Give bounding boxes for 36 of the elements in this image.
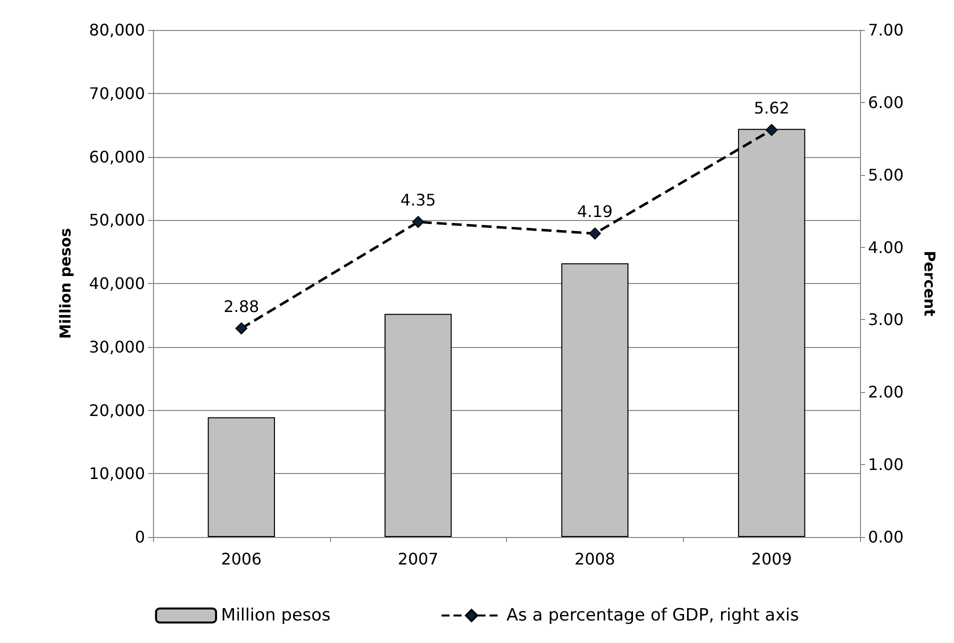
y2-tick-label: 3.00 (868, 310, 904, 330)
y-tick-label: 60,000 (89, 147, 145, 166)
bar (384, 314, 452, 537)
point (766, 124, 778, 136)
x-tick-label: 2007 (398, 550, 438, 568)
legend-label: As a percentage of GDP, right axis (506, 606, 800, 626)
y2-tick-label: 0.00 (868, 528, 904, 546)
point (235, 322, 248, 334)
point (412, 216, 424, 228)
x-tick-label: 2009 (751, 550, 792, 568)
bar (561, 263, 628, 537)
y-tick-label: 50,000 (89, 210, 145, 230)
y2-axis-title: Percent (920, 250, 938, 316)
data-label: 4.35 (400, 190, 436, 210)
y-tick-label: 70,000 (89, 84, 145, 103)
y2-tick-label: 7.00 (868, 20, 904, 40)
bar (208, 417, 275, 537)
y-tick-label: 30,000 (89, 337, 145, 356)
y2-tick-label: 5.00 (868, 165, 904, 184)
y-tick-label: 40,000 (89, 274, 145, 293)
legend-label: Million pesos (221, 606, 331, 626)
x-tick-label: 2008 (574, 550, 616, 568)
y-tick-label: 20,000 (89, 400, 145, 420)
y-axis-title: Million pesos (56, 228, 74, 339)
y2-tick-label: 6.00 (868, 92, 904, 112)
x-tick-label: 2006 (221, 550, 262, 568)
y-tick-label: 80,000 (89, 20, 145, 40)
y2-tick-label: 2.00 (868, 382, 904, 402)
y2-tick-label: 1.00 (868, 455, 904, 474)
y-tick-label: 0 (134, 528, 145, 546)
point (588, 228, 601, 240)
y2-tick-label: 4.00 (868, 238, 904, 257)
y-tick-label: 10,000 (89, 464, 145, 484)
data-label: 2.88 (224, 296, 260, 316)
data-label: 4.19 (577, 202, 613, 222)
data-label: 5.62 (754, 98, 790, 118)
